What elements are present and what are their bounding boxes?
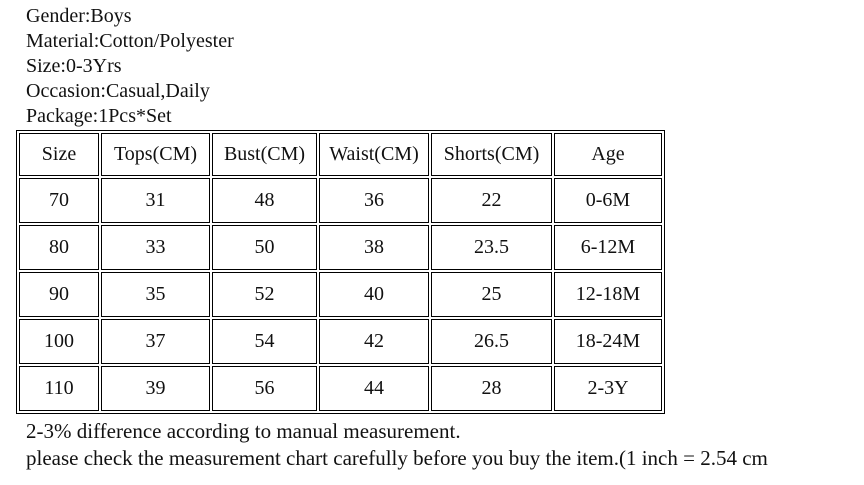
- product-info-line-occasion: Occasion:Casual,Daily: [26, 80, 210, 102]
- column-header-bust: Bust(CM): [212, 133, 317, 176]
- table-row: 90 35 52 40 25 12-18M: [19, 272, 662, 317]
- column-header-tops: Tops(CM): [101, 133, 210, 176]
- table-cell: 23.5: [431, 225, 552, 270]
- table-cell: 2-3Y: [554, 366, 662, 411]
- table-cell: 35: [101, 272, 210, 317]
- table-cell: 50: [212, 225, 317, 270]
- table-cell: 44: [319, 366, 429, 411]
- column-header-shorts: Shorts(CM): [431, 133, 552, 176]
- table-cell: 28: [431, 366, 552, 411]
- table-cell: 56: [212, 366, 317, 411]
- table-row: 70 31 48 36 22 0-6M: [19, 178, 662, 223]
- table-cell: 31: [101, 178, 210, 223]
- column-header-age: Age: [554, 133, 662, 176]
- table-cell: 38: [319, 225, 429, 270]
- product-info: Gender:Boys Material:Cotton/Polyester Si…: [0, 0, 864, 129]
- table-cell: 52: [212, 272, 317, 317]
- table-cell: 42: [319, 319, 429, 364]
- table-cell: 40: [319, 272, 429, 317]
- table-cell: 18-24M: [554, 319, 662, 364]
- table-cell: 90: [19, 272, 99, 317]
- product-info-line-package: Package:1Pcs*Set: [26, 105, 172, 127]
- table-cell: 80: [19, 225, 99, 270]
- table-row: 80 33 50 38 23.5 6-12M: [19, 225, 662, 270]
- column-header-size: Size: [19, 133, 99, 176]
- size-chart-header-row: Size Tops(CM) Bust(CM) Waist(CM) Shorts(…: [19, 133, 662, 176]
- table-cell: 22: [431, 178, 552, 223]
- table-cell: 100: [19, 319, 99, 364]
- table-cell: 12-18M: [554, 272, 662, 317]
- note-line-tolerance: 2-3% difference according to manual meas…: [26, 419, 461, 443]
- table-cell: 48: [212, 178, 317, 223]
- note-line-check-chart: please check the measurement chart caref…: [26, 446, 768, 470]
- table-cell: 37: [101, 319, 210, 364]
- table-cell: 25: [431, 272, 552, 317]
- table-cell: 36: [319, 178, 429, 223]
- table-cell: 0-6M: [554, 178, 662, 223]
- product-info-line-gender: Gender:Boys: [26, 5, 132, 27]
- table-cell: 26.5: [431, 319, 552, 364]
- size-chart-table: Size Tops(CM) Bust(CM) Waist(CM) Shorts(…: [16, 130, 665, 414]
- table-cell: 33: [101, 225, 210, 270]
- table-row: 110 39 56 44 28 2-3Y: [19, 366, 662, 411]
- product-info-line-material: Material:Cotton/Polyester: [26, 30, 234, 52]
- table-cell: 54: [212, 319, 317, 364]
- product-info-line-size: Size:0-3Yrs: [26, 55, 122, 77]
- table-row: 100 37 54 42 26.5 18-24M: [19, 319, 662, 364]
- table-cell: 6-12M: [554, 225, 662, 270]
- table-cell: 110: [19, 366, 99, 411]
- measurement-notes: 2-3% difference according to manual meas…: [0, 414, 864, 472]
- table-cell: 39: [101, 366, 210, 411]
- column-header-waist: Waist(CM): [319, 133, 429, 176]
- table-cell: 70: [19, 178, 99, 223]
